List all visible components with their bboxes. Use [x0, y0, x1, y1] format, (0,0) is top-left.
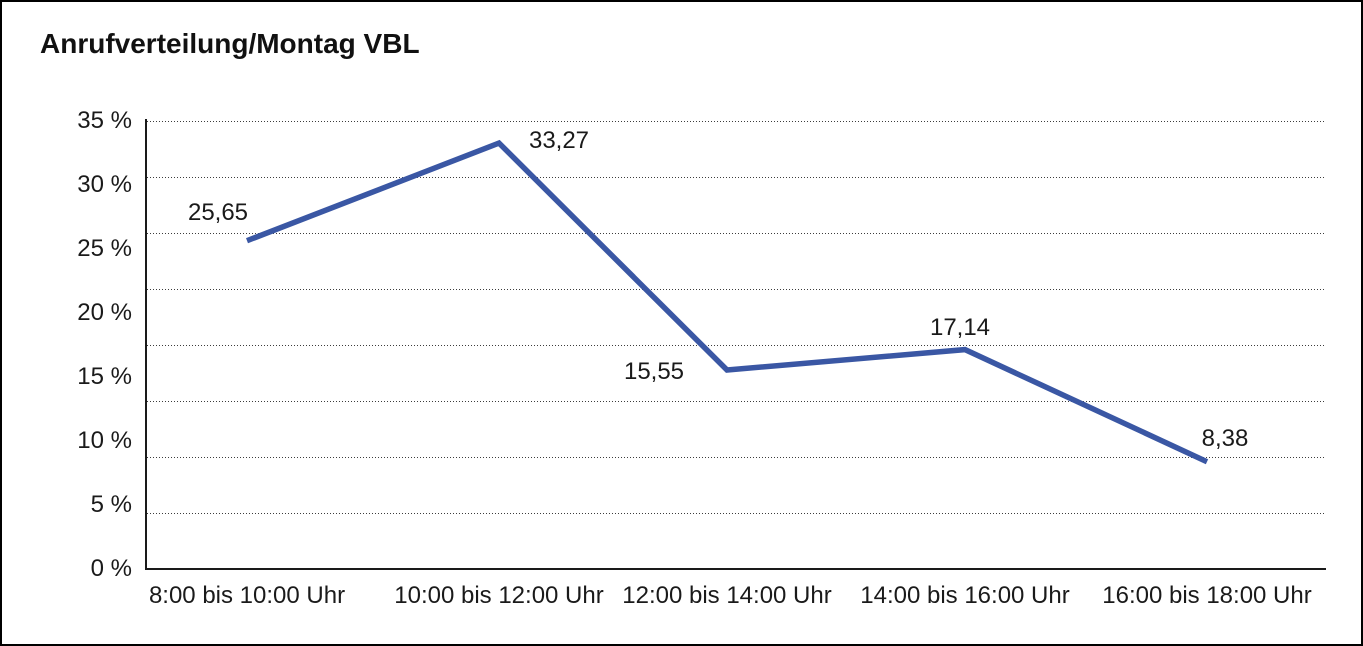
x-axis-label: 8:00 bis 10:00 Uhr — [148, 582, 346, 609]
gridline-dotted — [147, 345, 1325, 346]
x-axis-line — [145, 568, 1326, 570]
y-axis-line — [145, 119, 147, 570]
gridline-dotted — [147, 513, 1325, 514]
x-axis-label: 16:00 bis 18:00 Uhr — [1102, 582, 1312, 609]
gridline-dotted — [147, 233, 1325, 234]
gridline-dotted — [147, 177, 1325, 178]
gridline-dotted — [147, 457, 1325, 458]
y-axis-tick-label: 5 % — [90, 491, 132, 518]
x-axis-label: 10:00 bis 12:00 Uhr — [394, 582, 604, 609]
chart-title: Anrufverteilung/Montag VBL — [40, 28, 420, 59]
data-point-label: 15,55 — [623, 358, 685, 385]
y-axis-tick-label: 30 % — [77, 171, 132, 198]
y-axis-tick-label: 35 % — [77, 107, 132, 134]
data-line-series — [246, 139, 1209, 465]
y-axis-tick-label: 15 % — [77, 363, 132, 390]
gridline-dotted — [147, 121, 1325, 122]
y-axis-tick-label: 25 % — [77, 235, 132, 262]
y-axis-tick-label: 10 % — [77, 427, 132, 454]
gridline-dotted — [147, 289, 1325, 290]
x-axis-label: 14:00 bis 16:00 Uhr — [860, 582, 1070, 609]
x-axis-label: 12:00 bis 14:00 Uhr — [622, 582, 832, 609]
gridline-dotted — [147, 401, 1325, 402]
data-point-label: 8,38 — [1201, 425, 1249, 452]
y-axis-tick-label: 20 % — [77, 299, 132, 326]
data-point-label: 25,65 — [187, 199, 249, 226]
data-point-label: 17,14 — [929, 314, 991, 341]
data-point-label: 33,27 — [528, 127, 590, 154]
y-axis-tick-label: 0 % — [90, 555, 132, 582]
